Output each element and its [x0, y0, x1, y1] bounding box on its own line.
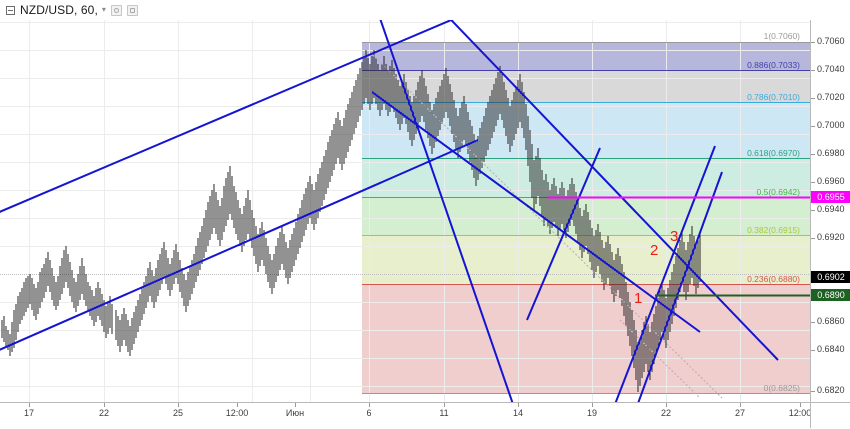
price-axis[interactable]: 0.7080 0.7060 0.7040 0.7020 0.7000 0.698…: [810, 0, 850, 410]
trend-lines[interactable]: [0, 20, 779, 402]
rising-fan-lower[interactable]: [526, 147, 601, 321]
dotted-secondary-line: [619, 319, 701, 399]
fib-label-886: 0.886(0.7033): [747, 60, 800, 70]
fib-label-618: 0.618(0.6970): [747, 148, 800, 158]
grid-lines: [0, 20, 810, 402]
last-price-badge[interactable]: 0.6902: [811, 271, 850, 283]
wave-label-1: 1: [634, 290, 642, 307]
wave-annotations: 1 2 3: [634, 228, 678, 307]
chart-canvas[interactable]: 1(0.7060) 0.886(0.7033) 0.786(0.7010) 0.…: [0, 20, 810, 402]
chart-header: NZD/USD, 60, ▾: [0, 0, 850, 20]
wave-label-3: 3: [670, 228, 678, 245]
ascending-support-right[interactable]: [612, 145, 716, 402]
axis-corner: [810, 402, 850, 428]
descending-trendline-b[interactable]: [432, 20, 779, 361]
fib-zone-786-618: [362, 102, 810, 158]
price-bars: [1, 50, 701, 392]
fib-label-1: 1(0.7060): [764, 31, 801, 41]
fib-zone-1-886: [362, 42, 810, 70]
descending-trendline-a[interactable]: [373, 20, 515, 402]
fib-zone-886-786: [362, 70, 810, 102]
fib-label-236: 0.236(0.6880): [747, 274, 800, 284]
chevron-down-icon[interactable]: ▾: [101, 5, 106, 14]
fib-zone-236-0: [362, 284, 810, 394]
symbol-title[interactable]: NZD/USD, 60,: [20, 3, 98, 17]
fib-level-labels: 1(0.7060) 0.886(0.7033) 0.786(0.7010) 0.…: [747, 31, 800, 393]
time-axis[interactable]: 17 22 25 12:00 Июн 6 11 14 19 22 27 12:0…: [0, 402, 811, 429]
fib-label-786: 0.786(0.7010): [747, 92, 800, 102]
settings-square-icon[interactable]: [126, 4, 138, 16]
fib-label-5: 0.5(0.6942): [757, 187, 801, 197]
price-series: [1, 50, 701, 392]
descending-trendline-c[interactable]: [371, 91, 701, 333]
chart-plot-area[interactable]: 1(0.7060) 0.886(0.7033) 0.786(0.7010) 0.…: [0, 20, 810, 402]
fib-label-0: 0(0.6825): [764, 383, 801, 393]
dotted-guide-lines: [369, 51, 723, 399]
settings-circle-icon[interactable]: [110, 4, 122, 16]
ascending-channel-lower[interactable]: [0, 139, 479, 354]
alert-price-badge[interactable]: 0.6955: [811, 191, 850, 203]
fib-label-382: 0.382(0.6915): [747, 225, 800, 235]
collapse-icon[interactable]: [6, 5, 15, 15]
order-price-badge[interactable]: 0.6890: [811, 289, 850, 301]
wave-label-2: 2: [650, 242, 658, 259]
